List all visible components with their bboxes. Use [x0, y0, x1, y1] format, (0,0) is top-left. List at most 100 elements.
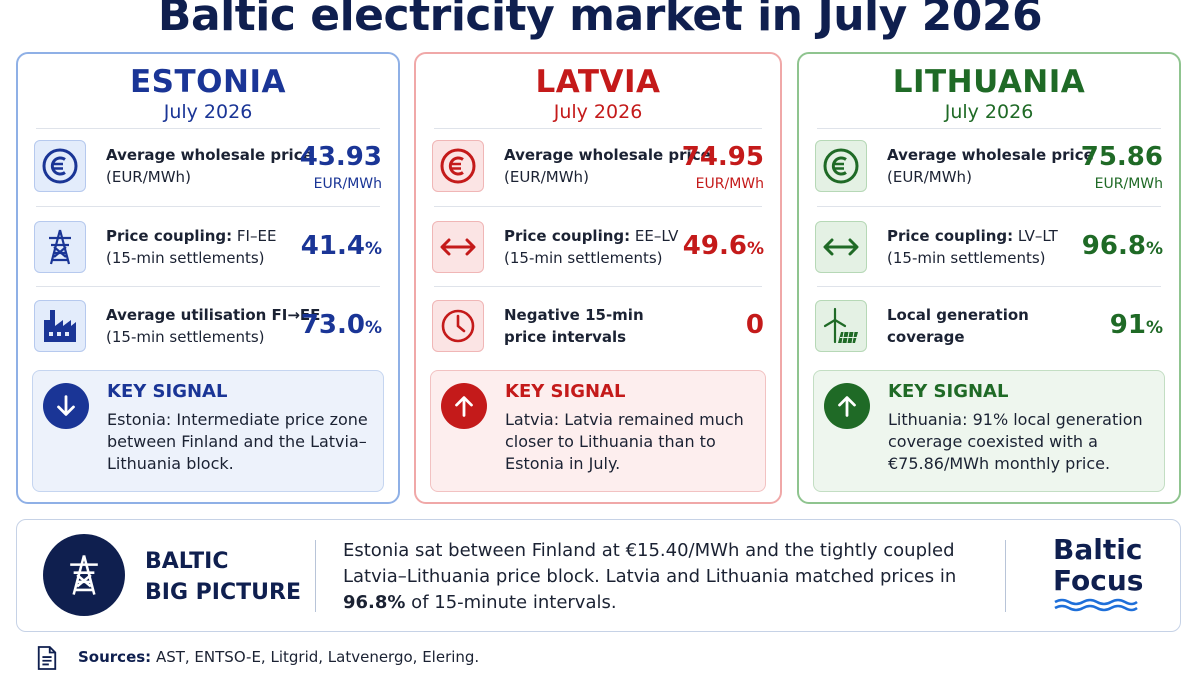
metric-row-coupling: Price coupling: LV–LT (15-min settlements…: [815, 217, 1163, 277]
metric-sublabel: (15-min settlements): [504, 249, 663, 267]
country-name: LITHUANIA: [892, 64, 1086, 100]
key-signal-title: KEY SIGNAL: [888, 381, 1009, 402]
power-tower-icon: [34, 221, 86, 273]
lithuania-card: LITHUANIA July 2026 Average wholesale pr…: [797, 52, 1181, 504]
page-title: Baltic electricity market in July 2026: [157, 0, 1043, 41]
metric-value: 74.95: [681, 142, 764, 172]
metric-sublabel: coverage: [887, 328, 965, 346]
brand-line2: Focus: [1053, 564, 1144, 597]
big-picture-text: Estonia sat between Finland at €15.40/MW…: [343, 538, 983, 616]
sources-line: Sources: AST, ENTSO-E, Litgrid, Latvener…: [34, 648, 479, 666]
factory-icon: [34, 300, 86, 352]
metric-label-rest: LV–LT: [1013, 227, 1058, 245]
divider: [817, 128, 1161, 129]
metric-label-rest: FI–EE: [232, 227, 277, 245]
metric-sublabel: (15-min settlements): [106, 328, 265, 346]
sources-text: AST, ENTSO-E, Litgrid, Latvenergo, Eleri…: [151, 648, 480, 666]
metric-suffix: %: [1145, 318, 1163, 338]
divider: [434, 286, 762, 287]
metric-unit: EUR/MWh: [695, 176, 764, 192]
metric-suffix: %: [364, 318, 382, 338]
key-signal-text: Estonia: Intermediate price zone between…: [107, 410, 368, 473]
metric-label: Negative 15-min: [504, 306, 644, 324]
big-picture-panel: BALTIC BIG PICTURE Estonia sat between Fi…: [16, 519, 1181, 632]
big-picture-text-part: of 15-minute intervals.: [405, 592, 617, 613]
key-signal-title: KEY SIGNAL: [505, 381, 626, 402]
metric-label: Local generation: [887, 306, 1029, 324]
metric-label: Price coupling:: [504, 227, 631, 245]
estonia-card: ESTONIA July 2026 Average wholesale pric…: [16, 52, 400, 504]
metric-sublabel: (EUR/MWh): [106, 168, 191, 186]
divider: [315, 540, 316, 612]
divider: [434, 128, 762, 129]
metric-row-price: Average wholesale price (EUR/MWh) 43.93 E…: [34, 136, 382, 196]
latvia-card: LATVIA July 2026 Average wholesale price…: [414, 52, 782, 504]
metric-row-generation: Local generation coverage 91%: [815, 296, 1163, 356]
divider: [1005, 540, 1006, 612]
metric-label: Average wholesale price: [887, 146, 1094, 164]
country-period: July 2026: [163, 101, 253, 123]
wind-solar-icon: [815, 300, 867, 352]
metric-value: 91: [1109, 310, 1146, 340]
arrow-up-icon: [824, 383, 870, 429]
power-tower-icon: [43, 534, 125, 616]
metric-value: 75.86: [1080, 142, 1163, 172]
metric-suffix: %: [1145, 239, 1163, 259]
key-signal-box: KEY SIGNAL Latvia: Latvia remained much …: [430, 370, 766, 492]
divider: [817, 206, 1161, 207]
metric-unit: EUR/MWh: [1094, 176, 1163, 192]
key-signal-text: Lithuania: 91% local generation coverage…: [888, 410, 1143, 473]
euro-icon: [432, 140, 484, 192]
metric-value: 0: [745, 310, 764, 340]
metric-unit: EUR/MWh: [313, 176, 382, 192]
key-signal-text: Latvia: Latvia remained much closer to L…: [505, 410, 744, 473]
double-arrow-icon: [432, 221, 484, 273]
metric-row-utilisation: Average utilisation FI→EE (15-min settlem…: [34, 296, 382, 356]
brand-logo: Baltic Focus: [1053, 534, 1143, 612]
country-name: ESTONIA: [130, 64, 286, 100]
country-period: July 2026: [553, 101, 643, 123]
metric-suffix: %: [746, 239, 764, 259]
metric-sublabel: (EUR/MWh): [504, 168, 589, 186]
big-picture-title: BALTIC BIG PICTURE: [145, 546, 301, 608]
metric-label: Price coupling:: [106, 227, 233, 245]
metric-row-negative: Negative 15-min price intervals 0: [432, 296, 764, 356]
key-signal-box: KEY SIGNAL Estonia: Intermediate price z…: [32, 370, 384, 492]
metric-label-rest: EE–LV: [630, 227, 679, 245]
arrow-up-icon: [441, 383, 487, 429]
big-picture-title-line1: BALTIC: [145, 549, 229, 574]
divider: [817, 286, 1161, 287]
metric-row-price: Average wholesale price (EUR/MWh) 75.86 E…: [815, 136, 1163, 196]
big-picture-text-part: Estonia sat between Finland at €15.40/MW…: [343, 540, 957, 587]
metric-label: Average utilisation FI→EE: [106, 306, 321, 324]
key-signal-title: KEY SIGNAL: [107, 381, 228, 402]
metric-value: 41.4: [300, 231, 365, 261]
metric-value: 43.93: [299, 142, 382, 172]
metric-label: Average wholesale price: [504, 146, 711, 164]
metric-row-coupling: Price coupling: EE–LV (15-min settlements…: [432, 217, 764, 277]
country-name: LATVIA: [535, 64, 661, 100]
divider: [36, 206, 380, 207]
metric-row-price: Average wholesale price (EUR/MWh) 74.95 E…: [432, 136, 764, 196]
metric-sublabel: (EUR/MWh): [887, 168, 972, 186]
divider: [434, 206, 762, 207]
big-picture-title-line2: BIG PICTURE: [145, 580, 301, 605]
metric-label: Price coupling:: [887, 227, 1014, 245]
euro-icon: [34, 140, 86, 192]
metric-value: 96.8: [1081, 231, 1146, 261]
divider: [36, 286, 380, 287]
metric-value: 49.6: [682, 231, 747, 261]
double-arrow-icon: [815, 221, 867, 273]
metric-sublabel: (15-min settlements): [106, 249, 265, 267]
divider: [36, 128, 380, 129]
clock-icon: [432, 300, 484, 352]
document-icon: [36, 645, 58, 675]
metric-suffix: %: [364, 239, 382, 259]
big-picture-highlight: 96.8%: [343, 592, 406, 613]
metric-value: 73.0: [300, 310, 365, 340]
wave-icon: [1054, 598, 1138, 612]
brand-line1: Baltic: [1053, 533, 1143, 566]
euro-icon: [815, 140, 867, 192]
metric-row-coupling: Price coupling: FI–EE (15-min settlements…: [34, 217, 382, 277]
metric-sublabel: price intervals: [504, 328, 627, 346]
